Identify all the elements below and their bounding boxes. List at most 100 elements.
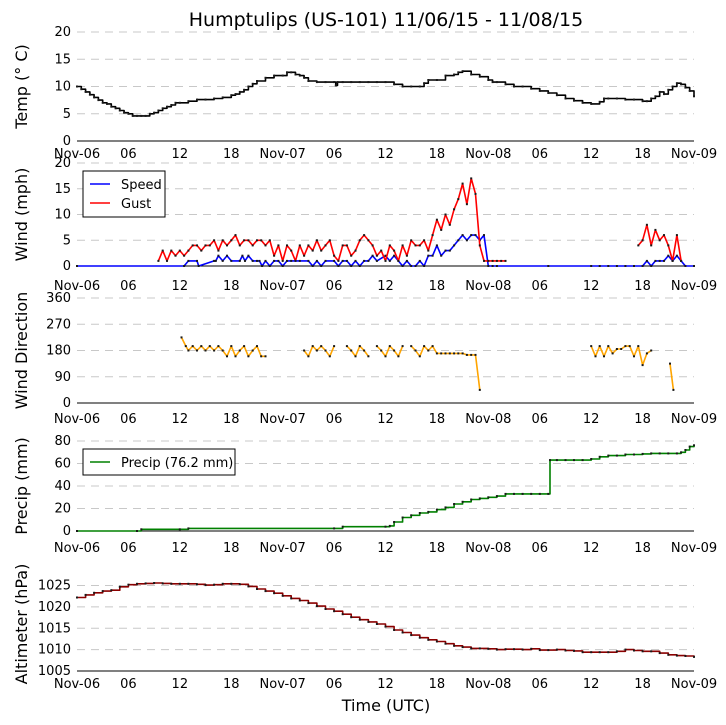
data-point [358,345,361,348]
series-line-wind-direction [303,345,335,358]
data-point [238,349,241,352]
data-point [693,95,695,98]
y-tick-label: 20 [54,25,71,40]
data-point [144,582,147,585]
data-point [345,259,348,262]
data-point [286,71,288,74]
data-point [221,349,224,352]
data-point [333,345,336,348]
y-tick-label: 0 [63,259,71,274]
data-point [564,649,567,652]
data-point [187,100,190,103]
data-point [654,259,657,262]
data-point [196,583,198,586]
data-point [478,244,481,247]
data-point [465,353,468,356]
data-point [549,459,551,462]
data-point [654,95,657,98]
data-point [230,239,233,242]
legend: Precip (76.2 mm) [82,448,236,476]
y-tick-label: 20 [54,156,71,171]
data-point [315,349,318,352]
y-tick-label: 15 [54,52,71,67]
data-point [214,259,217,262]
x-tick-label: 06 [120,147,137,162]
data-point [315,239,318,242]
data-point [170,582,173,585]
data-point [603,97,605,100]
data-point [208,345,211,348]
data-point [671,85,674,88]
data-point [281,259,284,262]
data-point [603,355,605,358]
data-point [547,649,550,652]
data-point [166,259,168,262]
data-point [110,589,113,592]
data-point [307,259,310,262]
data-point [688,89,691,92]
x-tick-label: 12 [172,279,189,294]
data-point [427,638,430,641]
data-point [84,90,87,93]
data-point [333,527,336,530]
x-tick-label: 12 [172,412,189,427]
series-line-wind-direction [346,345,370,358]
data-point [680,83,683,86]
x-tick-label: Nov-06 [54,279,100,294]
data-point [684,86,687,89]
data-point [136,530,138,532]
data-point [84,593,87,596]
data-point [590,458,593,460]
data-point [367,259,370,262]
data-point [405,259,408,262]
data-point [251,244,254,247]
data-point [538,649,541,652]
data-point [633,453,635,456]
x-tick-label: Nov-07 [260,677,306,692]
data-point [594,355,597,358]
y-tick-label: 1020 [38,600,71,615]
series-line-wind-direction [669,363,675,391]
data-point [418,512,421,514]
data-point [230,582,233,585]
data-point [101,590,104,593]
data-point [470,353,473,356]
data-point [573,649,575,652]
data-point [465,203,468,206]
series-line-altimeter [77,582,695,657]
data-point [358,618,361,621]
data-point [375,623,378,625]
x-tick-label: 06 [120,541,137,556]
data-point [178,101,181,104]
y-tick-label: 80 [54,434,71,449]
data-point [431,234,434,237]
data-point [217,345,220,348]
y-tick-label: 0 [63,134,71,149]
data-point [487,496,490,499]
data-point [388,345,391,348]
data-point [230,94,233,97]
data-point [384,625,387,628]
data-point [286,244,288,247]
data-point [414,244,417,247]
x-tick-label: 18 [634,279,651,294]
x-tick-label: 12 [172,677,189,692]
data-point [333,259,336,262]
data-point [136,582,138,585]
y-tick-label: 10 [54,80,71,95]
data-point [140,528,143,531]
data-point [530,647,533,650]
data-point [238,244,241,247]
data-point [470,73,473,76]
data-point [474,192,477,195]
y-tick-label: 90 [54,370,71,385]
data-point [453,352,456,355]
y-tick-label: 1010 [38,643,71,658]
data-point [303,76,306,79]
data-point [495,259,498,262]
x-tick-label: 12 [377,412,394,427]
data-point [461,70,464,73]
data-point [663,259,665,262]
data-point [401,516,404,519]
data-point [564,459,567,462]
